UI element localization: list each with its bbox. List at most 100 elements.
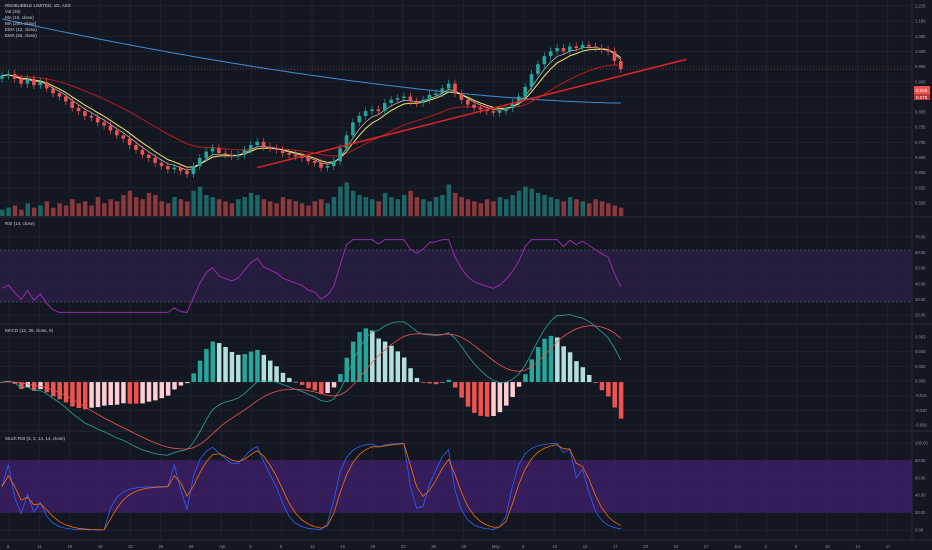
candle-body [376,109,381,112]
symbol-title: REDBUBBLE LIMITED, 1D, ASX [5,3,71,8]
macd-line [1,314,622,456]
time-tick-label: 12 [310,544,315,549]
candle-body [408,96,413,102]
macd-histogram-bar [446,379,452,383]
volume-bar [586,203,592,216]
macd-histogram-bar [465,382,471,407]
axes: 8 11 15 18 22 25 29 Apr 5 8 12 15 19 22 26 29 May 6 10 13 17… [7,4,928,550]
macd-histogram-bar [401,357,407,383]
macd-histogram-bar [108,382,113,405]
macd-histogram-bar [516,382,522,387]
time-tick-label: 29 [462,544,467,549]
volume-bar [612,205,617,216]
volume-bar [19,209,24,216]
macd-histogram-bar [433,382,439,385]
candle-body [612,51,617,61]
volume-bar [197,186,203,216]
stoch-pane-label[interactable]: Stoch RSI (3, 3, 14, 14, close) [5,436,66,441]
macd-tick-label: 0.020 [915,364,926,369]
macd-histogram-bar [25,382,31,388]
candle-body [446,83,451,89]
rsi-pane[interactable] [0,239,912,313]
volume-bar [306,205,311,216]
ema26-line [1,64,621,157]
candle-body [370,109,374,112]
macd-histogram-bar [146,382,152,402]
stoch-k-line [1,442,621,531]
candle-body [204,151,208,158]
macd-histogram-bar [82,382,88,410]
macd-histogram-bar [280,372,286,383]
candle-body [459,93,464,100]
macd-histogram-bar [389,345,394,383]
rsi-pane-label[interactable]: RSI (14, close) [5,221,35,226]
price-tick-label: 1.215 [915,4,926,9]
macd-histogram-bar [376,338,381,383]
candle-body [140,149,145,155]
candle-body [599,48,604,50]
volume-bar [446,184,452,216]
volume-bar [6,207,11,216]
candle-body [57,93,62,97]
macd-histogram-bar [267,360,273,383]
time-tick-label: 3 [765,544,768,549]
volume-bar [395,199,401,216]
time-tick-label: 26 [431,544,436,549]
candle-body [191,166,196,175]
macd-histogram-bar [57,382,62,400]
candle-body [306,157,311,162]
price-pane[interactable] [0,18,912,216]
candle-body [217,148,221,154]
price-tick-label: 1.080 [915,34,926,39]
macd-histogram-bar [497,382,503,413]
candle-body [504,107,508,112]
time-tick-label: 5 [249,544,252,549]
volume-bar [159,201,164,216]
macd-histogram-bar [523,374,528,383]
candle-body [389,99,393,103]
volume-bar [344,182,350,216]
macd-histogram-bar [178,382,184,386]
indicator-ma200[interactable]: MA (200, close) [5,21,37,26]
volume-bar [484,199,490,216]
stoch-rsi-pane[interactable] [0,442,912,531]
macd-histogram-bar [140,382,145,404]
macd-histogram-bar [114,382,120,405]
macd-histogram-bar [172,382,177,390]
macd-tick-label: -0.020 [915,393,928,398]
volume-bar [236,199,241,216]
candle-body [146,154,151,158]
volume-bar [319,199,324,216]
indicator-ma10[interactable]: MA (10, close) [5,15,34,20]
candle-body [127,138,132,146]
volume-bar [401,195,407,216]
indicator-ema26[interactable]: EMA (26, close) [5,33,37,38]
volume-bar [459,197,464,216]
indicator-vol[interactable]: Vol (20) [5,9,21,14]
macd-pane[interactable] [0,314,624,456]
time-tick-label: Apr [219,544,226,549]
candle-body [491,111,496,113]
stoch-tick-label: 20.00 [915,510,926,515]
candle-body [548,51,553,57]
indicator-ema12[interactable]: EMA (12, close) [5,27,37,32]
price-tick-label: 0.755 [915,125,926,130]
volume-bar [452,192,458,216]
volume-bar [599,201,605,216]
macd-pane-label[interactable]: MACD (12, 26, close, 9) [5,328,54,333]
macd-histogram-bar [102,382,107,406]
signal-line [1,325,622,450]
volume-bar [146,192,152,216]
macd-histogram-bar [555,337,560,383]
candle-body [561,48,566,52]
volume-bar [185,201,190,216]
macd-histogram-bar [414,377,420,383]
candle-body [236,154,240,157]
volume-bar [516,190,522,216]
candle-body [115,130,119,136]
candle-body [568,46,572,52]
macd-histogram-bar [325,382,330,394]
price-tick-label: 0.805 [915,110,926,115]
time-tick-label: 22 [128,544,133,549]
